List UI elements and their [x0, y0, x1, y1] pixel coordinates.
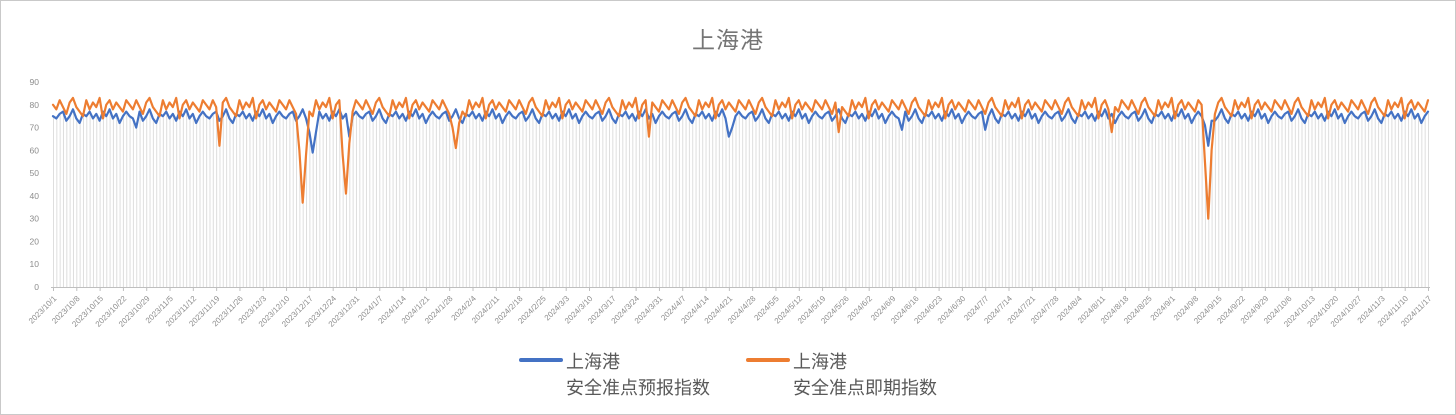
legend-label-line1: 上海港	[566, 352, 620, 372]
y-tick-label: 60	[30, 145, 40, 155]
drop-lines	[53, 110, 1429, 287]
y-tick-label: 50	[30, 168, 40, 178]
spot-series-legend-marker	[746, 358, 790, 362]
legend-entry-spot: 上海港 安全准点即期指数	[746, 349, 937, 401]
legend-label-line2: 安全准点即期指数	[793, 378, 937, 399]
forecast-series-legend-label: 上海港 安全准点预报指数	[566, 349, 710, 401]
y-tick-label: 80	[30, 100, 40, 110]
spot-series-legend-label: 上海港 安全准点即期指数	[793, 349, 937, 401]
plot-area: 0 10 20 30 40 50 60 70 80 90 2023/10/12023/10/8202…	[27, 77, 1434, 329]
legend-label-line2: 安全准点预报指数	[566, 378, 710, 399]
x-axis-labels: 2023/10/12023/10/82023/10/152023/10/2220…	[27, 294, 1434, 329]
y-tick-label: 30	[30, 214, 40, 224]
y-tick-label: 10	[30, 259, 40, 269]
x-axis	[51, 287, 1430, 291]
y-tick-label: 90	[30, 77, 40, 87]
legend: 上海港 安全准点预报指数 上海港 安全准点即期指数	[1, 349, 1455, 401]
legend-label-line1: 上海港	[793, 352, 847, 372]
y-tick-label: 0	[34, 282, 39, 292]
y-tick-label: 40	[30, 191, 40, 201]
series-line-spot	[51, 96, 1430, 220]
forecast-series-legend-marker	[519, 358, 563, 362]
y-axis-labels: 0 10 20 30 40 50 60 70 80 90	[30, 77, 40, 292]
chart-title: 上海港	[692, 27, 764, 53]
y-tick-label: 70	[30, 123, 40, 133]
series-line-forecast	[51, 108, 1430, 154]
legend-entry-forecast: 上海港 安全准点预报指数	[519, 349, 710, 401]
y-tick-label: 20	[30, 236, 40, 246]
